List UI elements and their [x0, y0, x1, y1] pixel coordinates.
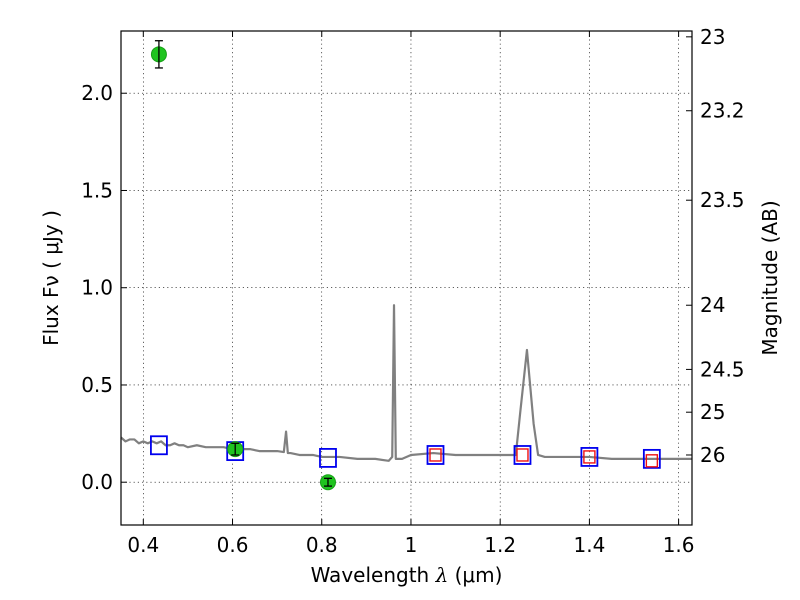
x-axis-label: Wavelength λ (μm): [311, 563, 503, 587]
right-tick-label: 25: [700, 400, 725, 424]
model-square-blue: [319, 448, 337, 468]
plot-content: [120, 40, 692, 491]
model-square-red: [429, 448, 442, 462]
x-tick-label: 1.4: [573, 533, 605, 557]
model-square-red: [645, 454, 659, 468]
model-square-blue: [426, 445, 445, 465]
y-tick-label: 2.0: [81, 81, 113, 105]
x-tick-label: 0.8: [306, 533, 338, 557]
y-tick-label: 1.5: [81, 178, 113, 202]
right-tick-label: 23.5: [700, 188, 745, 212]
model-square-red: [583, 450, 596, 464]
right-tick-label: 23.2: [700, 99, 745, 123]
x-tick-label: 1.2: [484, 533, 516, 557]
right-tick-label: 24: [700, 293, 725, 317]
axis-ticks: 0.4 0.6 0.8 1 1.2 1.4 1.6 0.0 0.5 1.0 1.5 2.0 23 23.2…: [81, 25, 744, 557]
y-tick-label: 1.0: [81, 276, 113, 300]
right-tick-label: 23: [700, 25, 725, 49]
model-square-blue: [150, 435, 168, 456]
y-axis-label: Flux Fν ( μJy ): [39, 210, 63, 346]
x-tick-label: 0.4: [127, 533, 159, 557]
model-square-blue: [580, 447, 599, 467]
right-tick-label: 24.5: [700, 357, 745, 381]
x-tick-label: 1: [405, 533, 418, 557]
grid: [121, 31, 692, 525]
model-square-blue: [513, 445, 532, 465]
right-axis-label: Magnitude (AB): [758, 200, 782, 355]
plot-frame: [120, 30, 693, 526]
x-tick-label: 0.6: [217, 533, 249, 557]
model-square-red: [516, 448, 529, 462]
spectrum-line: [120, 304, 692, 462]
right-tick-label: 26: [700, 443, 725, 467]
y-tick-label: 0.5: [81, 373, 113, 397]
y-tick-label: 0.0: [81, 470, 113, 494]
x-tick-label: 1.6: [663, 533, 695, 557]
model-square-blue: [642, 448, 661, 469]
